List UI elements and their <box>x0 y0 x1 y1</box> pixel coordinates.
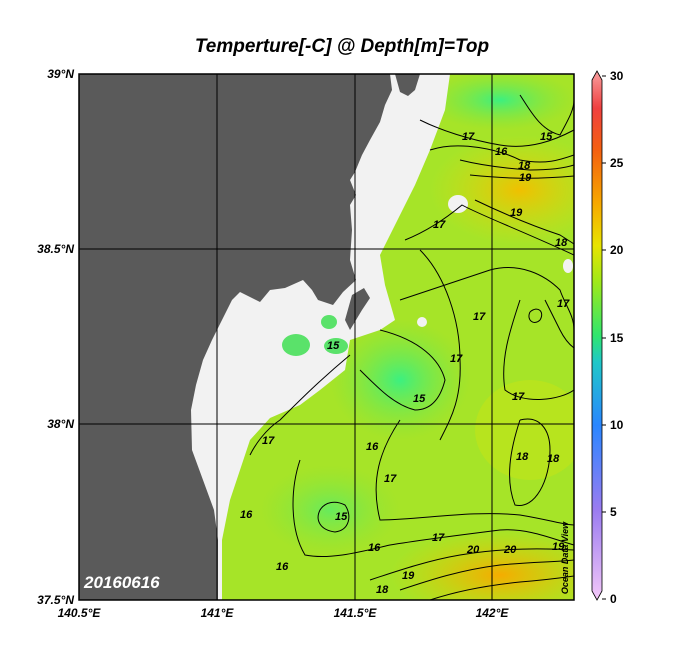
contour-label: 19 <box>519 172 532 184</box>
lat-label-37.5N: 37.5°N <box>37 593 74 607</box>
contour-label: 18 <box>555 237 568 249</box>
contour-label: 16 <box>495 146 508 158</box>
isotherm-17-south <box>375 419 574 526</box>
contour-label: 17 <box>384 473 397 485</box>
graticule <box>79 74 574 600</box>
map-frame <box>78 73 575 601</box>
isotherm-18-north <box>459 159 574 171</box>
contour-label: 17 <box>557 298 570 310</box>
contour-label: 20 <box>503 544 517 556</box>
cool-water-center <box>330 320 470 440</box>
contour-label: 20 <box>466 544 480 556</box>
contour-label: 17 <box>433 219 446 231</box>
isotherm-19-north <box>469 174 574 179</box>
lon-label-140.5E: 140.5°E <box>57 606 101 620</box>
contour-lines <box>249 94 574 600</box>
contour-label: 15 <box>335 511 348 523</box>
isotherm-17-east <box>399 267 574 331</box>
contour-label: 18 <box>376 584 389 596</box>
contour-label: 18 <box>518 160 531 172</box>
isotherm-19-south <box>399 559 574 591</box>
contour-label: 16 <box>366 441 379 453</box>
land-coastline <box>79 74 392 600</box>
isotherm-15-loop <box>317 501 350 533</box>
lat-label-38N: 38°N <box>47 417 74 431</box>
contour-label: 17 <box>262 435 275 447</box>
isotherm-15-north <box>519 94 574 136</box>
colorbar-label-5: 5 <box>610 505 617 519</box>
lat-label-39N: 39°N <box>47 67 74 81</box>
no-data-patch <box>563 259 573 273</box>
contour-label: 17 <box>462 131 475 143</box>
colorbar <box>591 70 606 601</box>
isotherm-16-east <box>544 299 574 349</box>
ocean-data-view-watermark: Ocean Data View <box>560 521 570 595</box>
isotherm-17-north <box>419 119 574 147</box>
colorbar-label-20: 20 <box>610 243 624 257</box>
data-patch <box>324 338 348 354</box>
cool-water-south <box>260 465 400 555</box>
warm-water-south <box>390 530 574 600</box>
data-patch <box>282 334 310 356</box>
cool-water-north <box>425 74 574 130</box>
lon-label-142E: 142°E <box>475 606 509 620</box>
isotherm-16-north <box>429 145 574 163</box>
isotherm-15-center <box>359 329 446 411</box>
colorbar-label-10: 10 <box>610 418 624 432</box>
colorbar-label-0: 0 <box>610 592 617 606</box>
land-island <box>345 288 370 330</box>
land-island <box>395 74 420 96</box>
contour-label: 15 <box>413 393 426 405</box>
contour-label: 16 <box>240 509 253 521</box>
lat-label-38.5N: 38.5°N <box>37 242 74 256</box>
contour-label-group: 17 16 15 18 19 19 17 18 17 17 17 15 15 1… <box>240 131 570 596</box>
contour-label: 17 <box>432 532 445 544</box>
contour-label: 16 <box>368 542 381 554</box>
contour-label: 19 <box>510 207 523 219</box>
contour-label: 18 <box>547 453 560 465</box>
map-title: Temperture[-C] @ Depth[m]=Top <box>194 36 490 57</box>
warm-water-east <box>475 380 574 480</box>
colorbar-ticks <box>602 75 606 600</box>
warm-water-northeast <box>430 135 574 245</box>
contour-label: 17 <box>512 391 525 403</box>
date-label: 20160616 <box>84 573 160 592</box>
lon-label-141.5E: 141.5°E <box>333 606 377 620</box>
map-plot-area: 17 16 15 18 19 19 17 18 17 17 17 15 15 1… <box>79 74 574 600</box>
no-data-patch <box>417 317 427 327</box>
isotherm-small-loop <box>528 308 543 323</box>
isotherm-20-south <box>429 575 574 600</box>
isotherm-18-east <box>404 204 574 256</box>
contour-label: 16 <box>276 561 289 573</box>
lon-label-141E: 141°E <box>200 606 234 620</box>
contour-label: 18 <box>516 451 529 463</box>
colorbar-label-25: 25 <box>610 156 624 170</box>
isotherm-17b-east <box>503 299 574 400</box>
isotherm-17-center <box>419 249 461 441</box>
isotherm-18-loop <box>509 418 551 506</box>
isotherm-16-south <box>292 459 574 558</box>
isotherm-18-south <box>369 548 574 581</box>
contour-label: 15 <box>327 340 340 352</box>
colorbar-label-15: 15 <box>610 331 624 345</box>
colorbar-gradient <box>591 70 603 601</box>
colorbar-label-30: 30 <box>610 69 624 83</box>
data-patch <box>321 315 337 329</box>
contour-label: 19 <box>402 570 415 582</box>
no-data-patch <box>448 195 468 213</box>
contour-label: 19 <box>552 541 565 553</box>
contour-label: 17 <box>473 311 486 323</box>
contour-label: 17 <box>450 353 463 365</box>
isotherm-17-west <box>249 354 351 456</box>
isotherm-19-east <box>474 199 574 245</box>
contour-label: 15 <box>540 131 553 143</box>
